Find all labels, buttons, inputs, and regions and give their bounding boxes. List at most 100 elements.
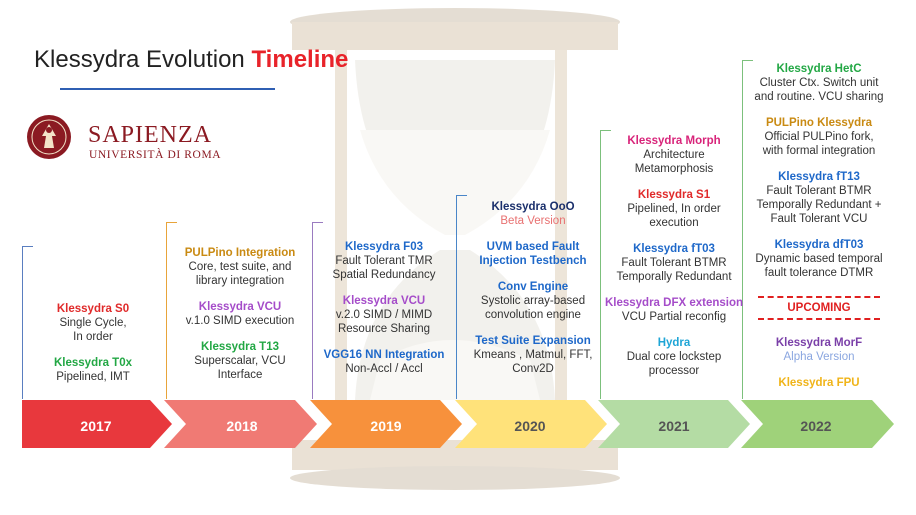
entry-title: Hydra <box>657 337 691 349</box>
timeline-entry: Klessydra T13 Superscalar, VCU Interface <box>170 340 310 382</box>
entry-description: Conv2D <box>512 363 554 375</box>
entry-description: Architecture <box>643 149 705 161</box>
upcoming-entry: Klessydra MorF Alpha Version <box>744 336 894 364</box>
entry-spacer <box>600 284 748 296</box>
entry-description: convolution engine <box>485 309 581 321</box>
timeline-entry: Klessydra Morph Architecture Metamorphosis <box>600 134 748 176</box>
entry-description: fault tolerance DTMR <box>764 267 874 279</box>
entry-title: Klessydra S0 <box>56 303 130 315</box>
entry-title: Klessydra fT13 <box>778 171 860 183</box>
entry-spacer <box>458 268 608 280</box>
entry-description: v.1.0 SIMD execution <box>185 315 295 327</box>
upcoming-label: UPCOMING <box>758 296 880 320</box>
title-main: Klessydra Evolution <box>34 46 245 73</box>
entry-spacer <box>600 176 748 188</box>
entry-title: Klessydra VCU <box>342 295 426 307</box>
entry-title: Klessydra MorF <box>775 337 863 349</box>
timeline-entry: Klessydra dfT03 Dynamic based temporal fau… <box>744 238 894 280</box>
timeline-entry: Klessydra VCU v.1.0 SIMD execution <box>170 300 310 328</box>
entry-title: Klessydra HetC <box>776 63 862 75</box>
entry-description: and routine. VCU sharing <box>754 91 884 103</box>
timeline-entry: UVM based Fault Injection Testbench <box>458 240 608 268</box>
year-label-2018: 2018 <box>226 418 258 434</box>
entry-spacer <box>458 322 608 334</box>
timeline-column-2017: Klessydra S0 Single Cycle, In order Klessyd… <box>28 302 158 384</box>
timeline-entry: Klessydra S0 Single Cycle, In order <box>28 302 158 344</box>
entry-description: Pipelined, In order <box>627 203 721 215</box>
entry-description: Interface <box>217 369 263 381</box>
entry-description: Dual core lockstep <box>626 351 722 363</box>
entry-spacer <box>744 364 894 376</box>
entry-description: Metamorphosis <box>634 163 714 175</box>
entry-description: Fault Tolerant VCU <box>770 213 868 225</box>
bracket-2021 <box>600 130 611 399</box>
entry-description: processor <box>648 365 700 377</box>
timeline-entry: Test Suite Expansion Kmeans , Matmul, FFT… <box>458 334 608 376</box>
entry-title: Klessydra T13 <box>201 341 279 353</box>
entry-title: PULPino Integration <box>184 247 296 259</box>
timeline-entry: Klessydra OoO Beta Version <box>458 200 608 228</box>
entry-description: Official PULPino fork, <box>764 131 874 143</box>
timeline-entry: Klessydra fT13 Fault Tolerant BTMR Tempora… <box>744 170 894 226</box>
arrow-2018 <box>164 400 317 448</box>
entry-description: Pipelined, IMT <box>56 371 130 383</box>
timeline-column-2019: Klessydra F03 Fault Tolerant TMR Spatial R… <box>314 240 454 376</box>
timeline-entry: Conv Engine Systolic array-based convoluti… <box>458 280 608 322</box>
entry-description: with formal integration <box>762 145 876 157</box>
entry-spacer <box>600 230 748 242</box>
entry-title: VGG16 NN Integration <box>323 349 445 361</box>
entry-spacer <box>744 280 894 292</box>
entry-description: Temporally Redundant + <box>756 199 882 211</box>
entry-spacer <box>458 228 608 240</box>
entry-description: Single Cycle, <box>59 317 127 329</box>
entry-spacer <box>600 324 748 336</box>
timeline-column-2021: Klessydra Morph Architecture Metamorphosis… <box>600 134 748 378</box>
entry-title: Klessydra dfT03 <box>774 239 864 251</box>
entry-spacer <box>744 158 894 170</box>
timeline-entry: VGG16 NN Integration Non-Accl / Accl <box>314 348 454 376</box>
title-accent: Timeline <box>251 46 349 73</box>
entry-description: execution <box>649 217 699 229</box>
entry-spacer <box>314 282 454 294</box>
logo-name: SAPIENZA <box>88 122 213 148</box>
timeline-entry: PULPino Klessydra Official PULPino fork, w… <box>744 116 894 158</box>
year-label-2020: 2020 <box>514 418 546 434</box>
entry-description: In order <box>73 331 113 343</box>
entry-spacer <box>744 104 894 116</box>
entry-title: PULPino Klessydra <box>765 117 873 129</box>
timeline-entry: Klessydra HetC Cluster Ctx. Switch unit an… <box>744 62 894 104</box>
arrow-2019 <box>310 400 462 448</box>
entry-description: Resource Sharing <box>337 323 431 335</box>
entry-subtitle: Beta Version <box>500 215 566 227</box>
entry-title: UVM based Fault <box>486 241 580 253</box>
arrow-2020 <box>455 400 607 448</box>
timeline-arrow-bar <box>22 400 894 448</box>
entry-description: library integration <box>195 275 285 287</box>
entry-description: Cluster Ctx. Switch unit <box>759 77 879 89</box>
entry-description: v.2.0 SIMD / MIMD <box>335 309 433 321</box>
entry-spacer <box>314 336 454 348</box>
entry-title: Injection Testbench <box>479 255 587 267</box>
entry-spacer <box>28 344 158 356</box>
timeline-entry: Klessydra S1 Pipelined, In order execution <box>600 188 748 230</box>
entry-spacer <box>170 288 310 300</box>
entry-title: Klessydra T0x <box>54 357 132 369</box>
entry-description: Superscalar, VCU <box>194 355 286 367</box>
entry-spacer <box>744 226 894 238</box>
entry-description: Temporally Redundant <box>616 271 732 283</box>
timeline-entry: Klessydra F03 Fault Tolerant TMR Spatial R… <box>314 240 454 282</box>
entry-title: Klessydra OoO <box>491 201 575 213</box>
bracket-2017 <box>22 246 33 399</box>
entry-title: Klessydra fT03 <box>633 243 715 255</box>
year-label-2021: 2021 <box>658 418 690 434</box>
arrow-2017 <box>22 400 172 448</box>
timeline-column-2022: Klessydra HetC Cluster Ctx. Switch unit an… <box>744 62 894 390</box>
bracket-2018 <box>166 222 177 399</box>
timeline-column-2020: Klessydra OoO Beta Version UVM based Fault… <box>458 200 608 376</box>
arrow-2021 <box>598 400 750 448</box>
timeline-entry: PULPino Integration Core, test suite, and… <box>170 246 310 288</box>
entry-spacer <box>744 324 894 336</box>
entry-description: Core, test suite, and <box>188 261 292 273</box>
timeline-column-2018: PULPino Integration Core, test suite, and… <box>170 246 310 382</box>
timeline-entry: Hydra Dual core lockstep processor <box>600 336 748 378</box>
